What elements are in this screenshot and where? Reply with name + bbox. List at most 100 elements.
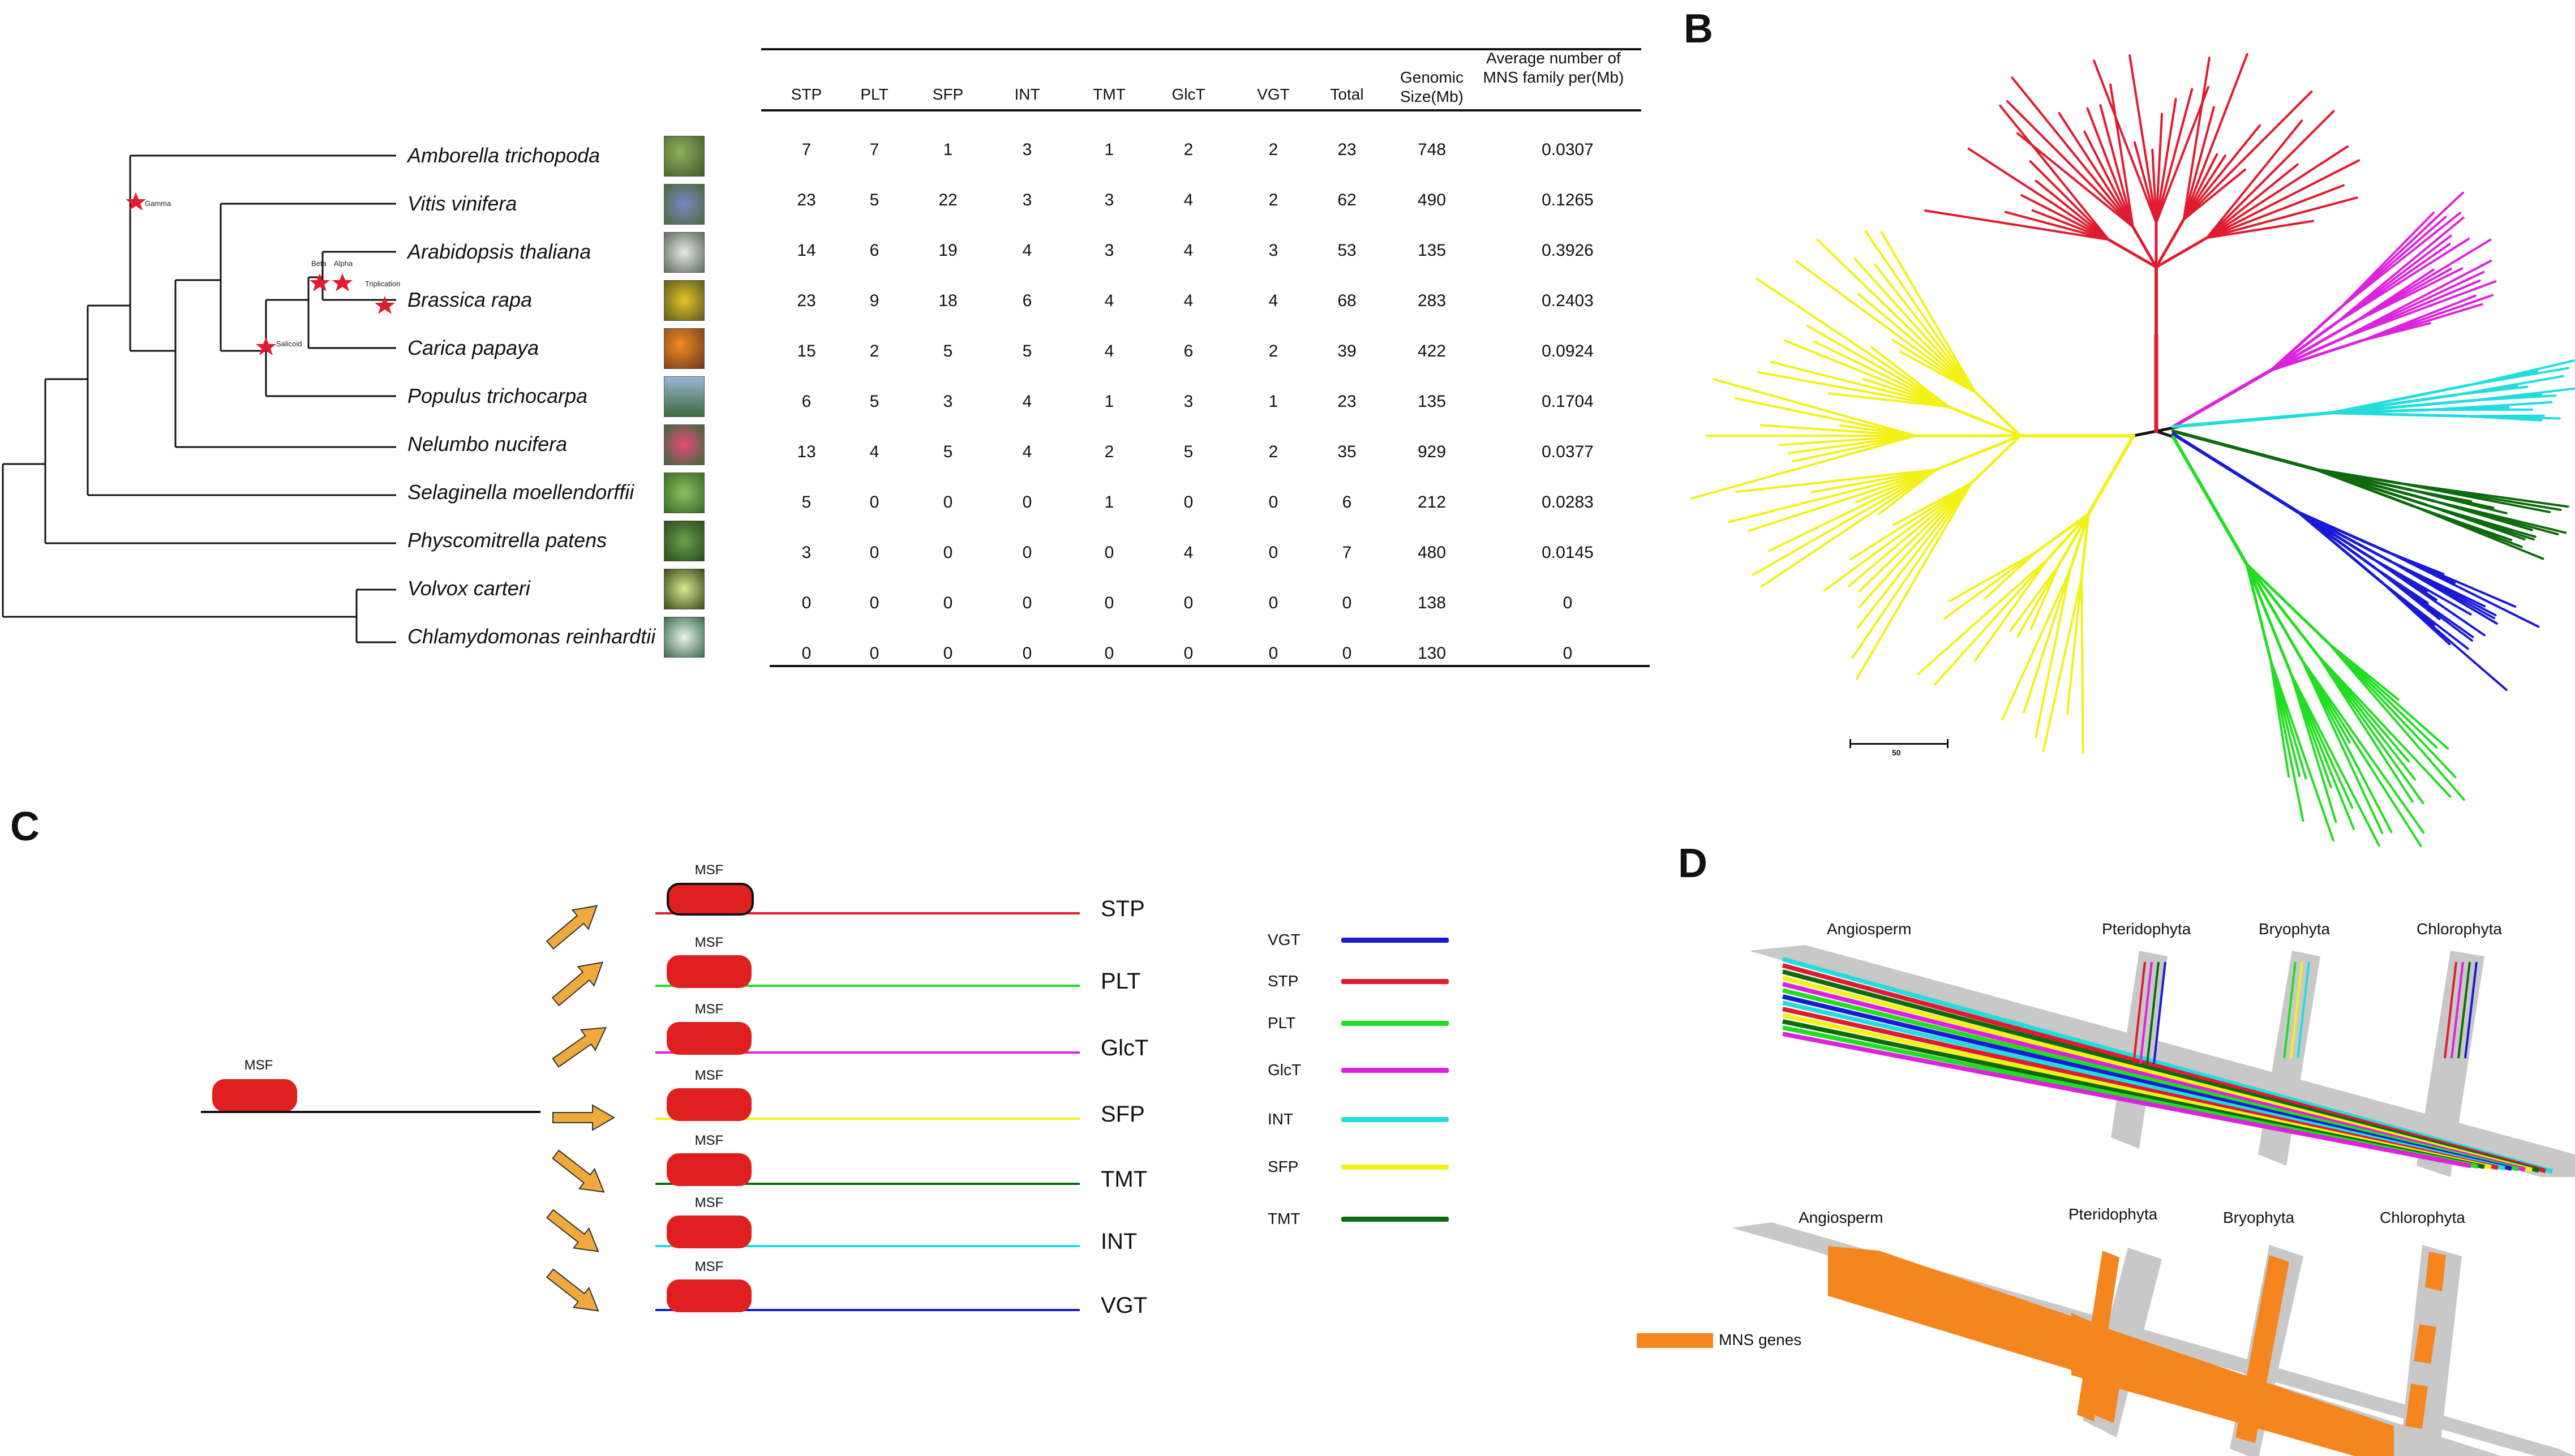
table-cell: 0 (869, 493, 879, 512)
table-cell: 0.0283 (1542, 493, 1594, 512)
tree-branch (2245, 562, 2293, 675)
tree-branch (1752, 468, 1938, 576)
tree-branch (2269, 658, 2304, 822)
col-header-stp: STP (791, 85, 822, 103)
chlamydomonas-photo (664, 617, 705, 658)
tree-branch (2182, 53, 2248, 221)
table-cell: 1 (1104, 140, 1114, 159)
tree-branch (1757, 371, 1950, 408)
scale-tick-left (1849, 739, 1851, 748)
tree-branch (2020, 194, 2110, 241)
volvox-photo (664, 569, 705, 609)
event-alpha: Alpha (334, 259, 353, 268)
tree-branch (2107, 238, 2158, 269)
event-beta: Beta (311, 259, 327, 268)
table-cell: 3 (943, 392, 953, 411)
gene-lineage-line (2139, 961, 2153, 1064)
tree-branch (1795, 260, 1977, 394)
table-cell: 0 (943, 493, 953, 512)
legend-label-vgt: VGT (1268, 931, 1301, 948)
tree-branch (2269, 658, 2334, 841)
table-cell: 0 (1104, 543, 1114, 562)
table-cell: 0 (1563, 594, 1573, 612)
group-label-chlorophyta: Chlorophyta (2417, 920, 2502, 938)
arrow-tmt (547, 1144, 612, 1202)
table-cell: 1 (1104, 493, 1114, 512)
star-salicoid (256, 337, 276, 355)
table-cell: 6 (869, 241, 879, 260)
species-label: Populus trichocarpa (407, 384, 588, 407)
gene-lineage-line (2297, 961, 2310, 1059)
tree-branch (2171, 411, 2333, 428)
table-cell: 130 (1417, 644, 1447, 663)
table-cell: 39 (1337, 342, 1357, 360)
tree-branch (1856, 482, 1973, 629)
table-cell: 929 (1417, 443, 1447, 461)
msf-domain-glct (667, 1022, 752, 1055)
table-bottom-rule (770, 665, 1650, 667)
tree-branch (1948, 551, 2037, 603)
tree-branch (2171, 435, 2248, 566)
tree-branch (2011, 76, 2134, 228)
mns-gene-lineage-bottom (1732, 1222, 2575, 1456)
tree-branch (2035, 569, 2071, 738)
tree-branch (2301, 658, 2425, 834)
tree-branch (1870, 346, 1950, 408)
legend-label-int: INT (1268, 1110, 1294, 1128)
tree-branch (2155, 218, 2186, 269)
table-cell: 0 (1342, 644, 1352, 663)
nelumbo-photo (664, 424, 705, 465)
tree-branch (1892, 482, 1973, 527)
tree-branch (1827, 392, 1950, 408)
tree-branch (1791, 435, 1917, 463)
tree-branch (1734, 397, 1917, 437)
mns-legend-swatch (1637, 1333, 1713, 1348)
tree-branch (2361, 322, 2431, 342)
msf-domain-stp (667, 883, 754, 916)
table-cell: 13 (797, 443, 816, 461)
table-cell: 3 (801, 543, 812, 562)
tree-branch (1856, 482, 1973, 680)
species-label: Nelumbo nucifera (407, 432, 568, 456)
lineage-shape (2417, 951, 2484, 1177)
col-header-plt: PLT (860, 85, 889, 103)
tree-branch (2023, 569, 2071, 714)
tree-branch (2171, 432, 2300, 514)
table-cell: 4 (1104, 291, 1114, 310)
table-cell: 53 (1337, 241, 1357, 260)
table-cell: 138 (1417, 594, 1447, 612)
species-label: Volvox carteri (407, 577, 530, 600)
table-cell: 135 (1417, 392, 1447, 411)
msf-label: MSF (694, 935, 724, 950)
tree-branch (2004, 211, 2110, 241)
table-cell: 2 (1268, 191, 1278, 209)
msf-domain-tmt (667, 1153, 752, 1186)
table-cell: 35 (1337, 443, 1357, 461)
table-cell: 3 (1022, 191, 1032, 209)
col-header-genome-size: Genomic Size(Mb) (1400, 68, 1464, 105)
msf-label: MSF (694, 1002, 724, 1017)
legend-swatch-glct (1341, 1068, 1449, 1073)
table-cell: 2 (1268, 443, 1278, 461)
tree-branch (1881, 231, 1977, 394)
gene-lineage-line (2132, 961, 2146, 1064)
star-gamma (126, 192, 146, 211)
event-salicoid: Salicoid (276, 340, 302, 348)
carica-photo (664, 328, 705, 369)
tree-branch (2269, 306, 2342, 372)
table-cell: 0 (1563, 644, 1573, 663)
tree-branch (2205, 110, 2335, 239)
tree-branch (2464, 415, 2543, 422)
legend-label-stp: STP (1268, 972, 1299, 990)
table-cell: 2 (1183, 140, 1194, 159)
msf-label: MSF (694, 1068, 724, 1083)
tree-branch (1967, 147, 2110, 241)
tree-branch (2016, 564, 2060, 638)
tree-branch (1759, 424, 1917, 437)
msf-domain-plt (667, 955, 752, 988)
tree-branch (2289, 672, 2380, 847)
tree-branch (2316, 654, 2417, 781)
tree-branch (2155, 85, 2210, 224)
tree-branch (2151, 148, 2157, 224)
group-label-bryophyta: Bryophyta (2259, 920, 2331, 938)
